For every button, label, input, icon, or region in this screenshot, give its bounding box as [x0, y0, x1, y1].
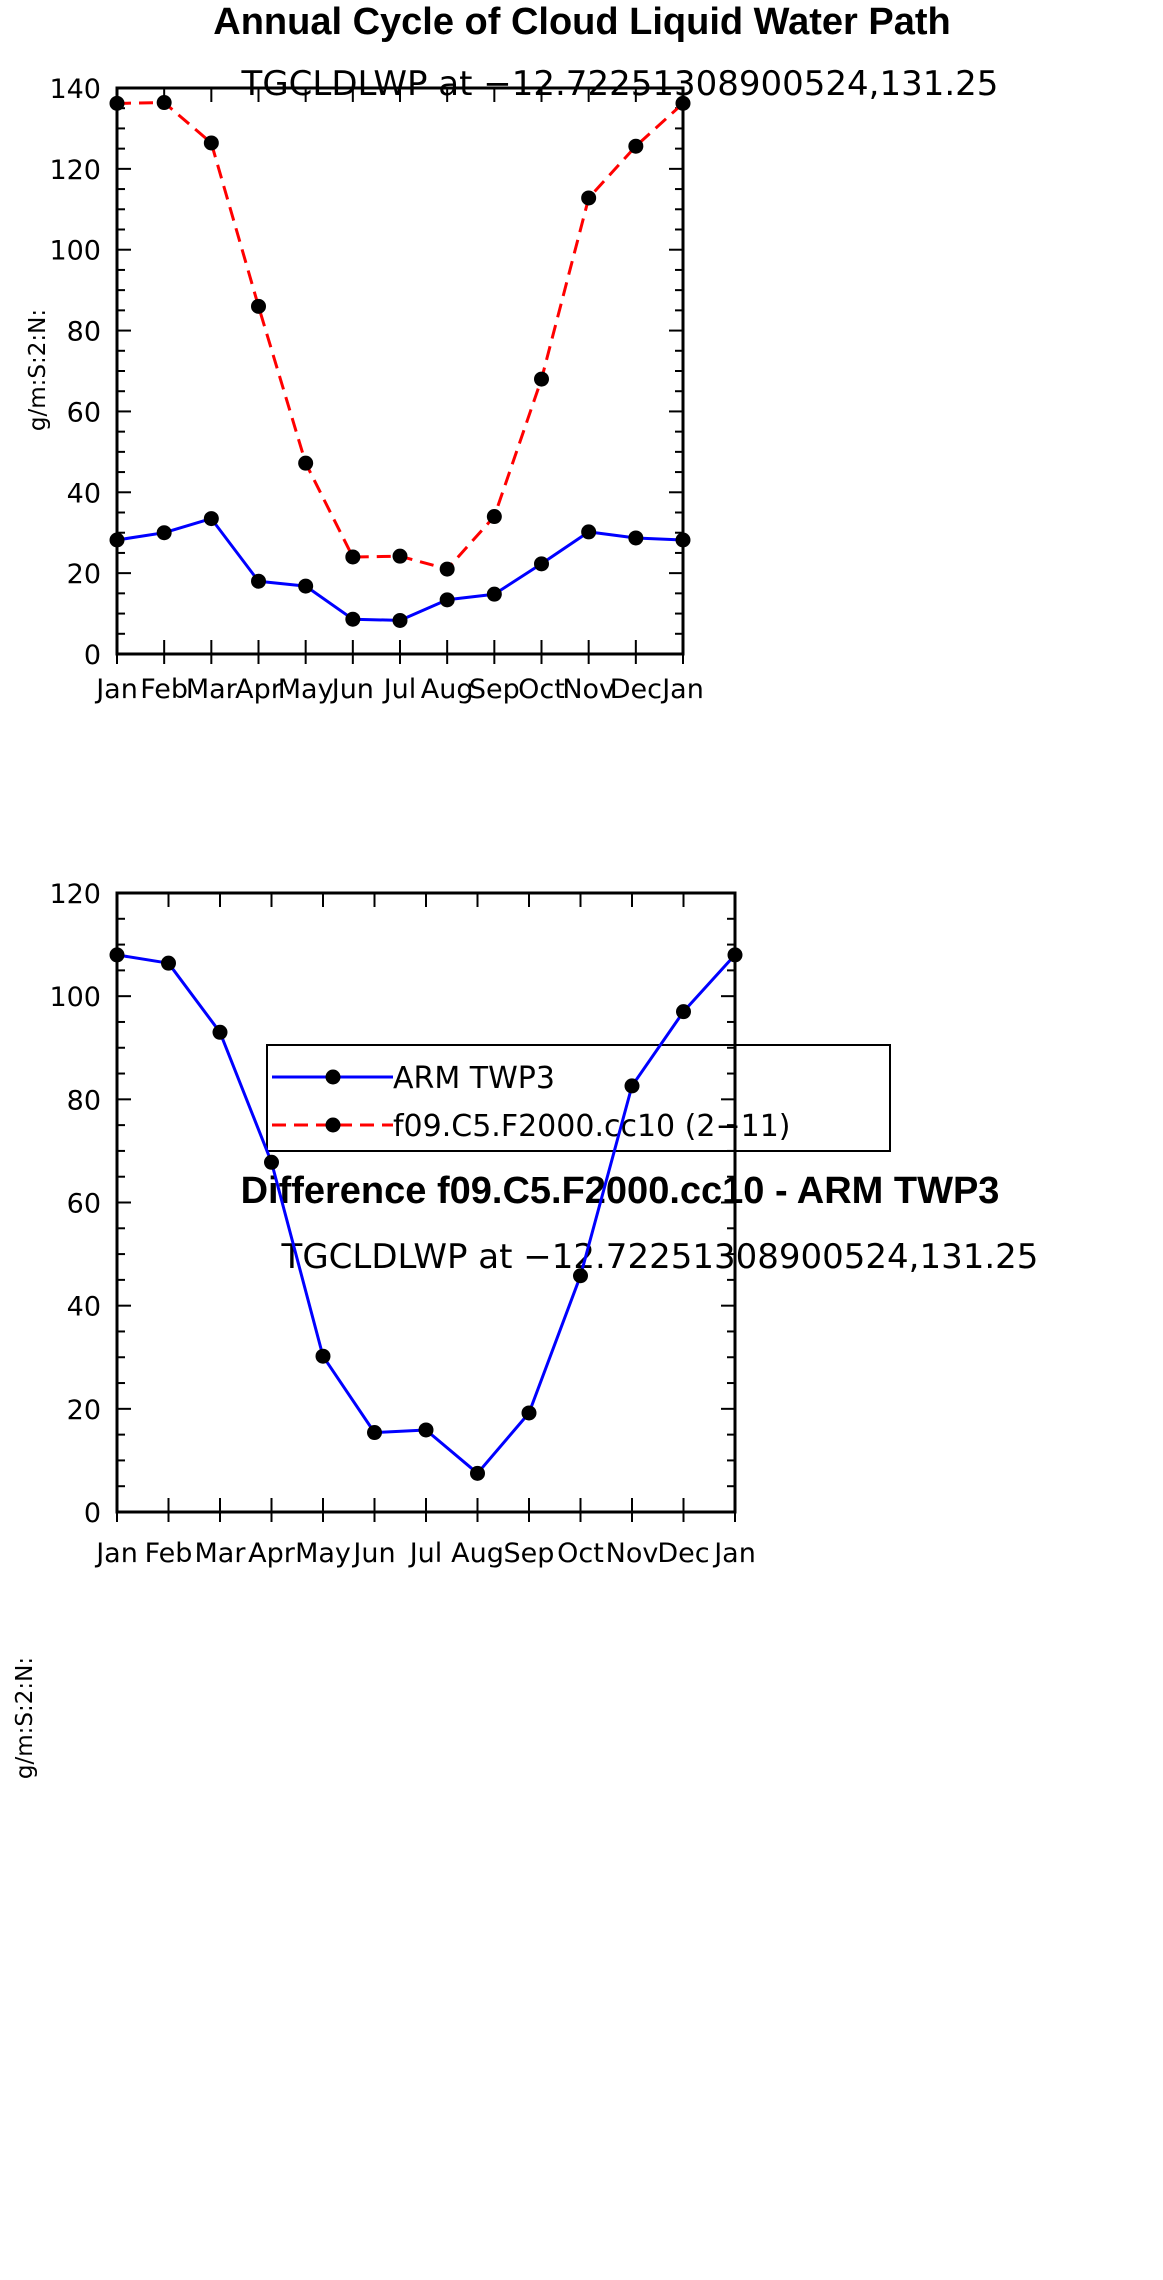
series-line-0 [116, 953, 737, 1475]
x-tick-label: Aug [451, 1538, 504, 1569]
x-tick-label: Nov [562, 674, 615, 705]
x-tick-label: Apr [235, 674, 283, 705]
data-point [628, 138, 644, 154]
y-tick-label: 40 [67, 478, 101, 509]
data-point [486, 586, 502, 602]
legend-label-model: f09.C5.F2000.cc10 (2−11) [393, 1109, 791, 1144]
data-point [203, 135, 219, 151]
data-point [581, 524, 597, 540]
y-tick-label: 20 [67, 1395, 101, 1426]
x-tick-label: Apr [248, 1538, 296, 1569]
data-point [298, 455, 314, 471]
x-tick-label: May [295, 1538, 351, 1569]
data-point [345, 611, 361, 627]
x-tick-label: Sep [504, 1538, 555, 1569]
chart-title: Difference f09.C5.F2000.cc10 - ARM TWP3 [241, 1170, 1000, 1212]
x-tick-label: Jun [330, 674, 374, 705]
legend-marker-model [325, 1117, 341, 1133]
data-point [418, 1422, 434, 1438]
y-axis-label: g/m:S:2:N: [12, 1657, 38, 1779]
annual-cycle-chart: Annual Cycle of Cloud Liquid Water Path … [25, 1, 998, 705]
data-point [534, 371, 549, 387]
x-tick-label: Jun [351, 1538, 395, 1569]
y-tick-label: 80 [67, 317, 101, 348]
chart-subtitle: TGCLDLWP at −12.72251308900524,131.25 [241, 64, 999, 104]
legend-marker-arm [325, 1069, 341, 1085]
y-tick-label: 100 [49, 982, 101, 1013]
x-tick-label: Jul [408, 1538, 443, 1569]
x-tick-label: Mar [195, 1538, 247, 1569]
data-point [367, 1425, 382, 1441]
data-point [156, 95, 172, 111]
y-tick-label: 140 [49, 74, 101, 105]
x-tick-label: Mar [186, 674, 238, 705]
series-line-1 [116, 101, 685, 571]
data-point [251, 573, 266, 589]
x-tick-label: Sep [469, 674, 520, 705]
x-tick-label: Oct [557, 1538, 604, 1569]
data-point [534, 556, 549, 572]
data-point [439, 592, 455, 608]
x-tick-label: Jan [712, 1538, 756, 1569]
plot-frame [115, 86, 685, 656]
data-point [161, 955, 176, 971]
x-tick-label: Feb [140, 674, 188, 705]
plot-frame [115, 891, 737, 1514]
y-tick-label: 120 [49, 879, 101, 910]
data-point [624, 1078, 640, 1094]
x-tick-label: Aug [421, 674, 474, 705]
y-tick-label: 60 [67, 397, 101, 428]
data-point [486, 509, 502, 525]
data-point [573, 1268, 588, 1284]
series-line-0 [116, 517, 684, 622]
y-tick-label: 40 [67, 1292, 101, 1323]
data-point [521, 1405, 537, 1421]
difference-chart: Difference f09.C5.F2000.cc10 - ARM TWP3 … [12, 879, 1038, 1779]
y-tick-label: 100 [49, 236, 101, 267]
x-tick-label: Oct [518, 674, 565, 705]
x-tick-label: Nov [606, 1538, 659, 1569]
data-point [264, 1154, 279, 1170]
legend: ARM TWP3 f09.C5.F2000.cc10 (2−11) [266, 1044, 891, 1152]
x-tick-label: Dec [657, 1538, 709, 1569]
data-point [298, 578, 314, 594]
data-point [315, 1348, 331, 1364]
y-axis-label: g/m:S:2:N: [25, 309, 51, 431]
y-tick-label: 120 [49, 155, 101, 186]
data-point [212, 1024, 228, 1040]
x-tick-label: Jan [94, 674, 138, 705]
data-point [470, 1465, 485, 1481]
data-point [392, 548, 408, 564]
x-tick-label: Jul [382, 674, 417, 705]
data-point [581, 190, 597, 206]
y-tick-label: 20 [67, 559, 101, 590]
chart-title: Annual Cycle of Cloud Liquid Water Path [213, 1, 951, 43]
data-point [345, 549, 361, 565]
y-tick-label: 80 [67, 1085, 101, 1116]
x-tick-label: Dec [610, 674, 662, 705]
x-tick-label: Jan [660, 674, 704, 705]
data-point [156, 525, 172, 541]
x-tick-label: Jan [94, 1538, 138, 1569]
x-tick-label: May [278, 674, 334, 705]
data-point [203, 511, 219, 527]
data-point [676, 1004, 691, 1020]
x-tick-label: Feb [145, 1538, 193, 1569]
data-point [628, 530, 644, 546]
chart-subtitle: TGCLDLWP at −12.72251308900524,131.25 [281, 1237, 1039, 1277]
data-point [251, 298, 266, 314]
y-tick-label: 0 [84, 1498, 101, 1529]
y-tick-label: 0 [84, 640, 101, 671]
legend-box [266, 1044, 891, 1152]
data-point [392, 612, 408, 628]
y-tick-label: 60 [67, 1189, 101, 1220]
legend-label-arm: ARM TWP3 [393, 1061, 555, 1096]
data-point [439, 561, 455, 577]
